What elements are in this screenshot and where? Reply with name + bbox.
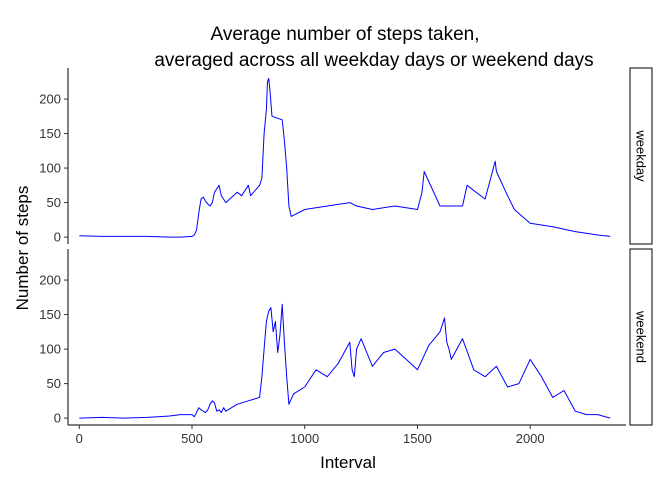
y-tick-label: 100	[39, 161, 61, 176]
strip-box-weekday	[629, 67, 653, 245]
x-tick-label: 1000	[290, 431, 319, 446]
panel-weekend: 0 50 100 150 200 weekend	[39, 248, 653, 426]
y-tick-label: 0	[54, 411, 61, 426]
y-tick-label: 150	[39, 307, 61, 322]
strip-label-weekday: weekday	[634, 129, 649, 182]
x-axis: 0 500 1000 1500 2000	[68, 424, 626, 446]
y-tick-label: 50	[47, 376, 61, 391]
y-tick-label: 100	[39, 342, 61, 357]
chart-title-line-1: Average number of steps taken,	[211, 24, 480, 45]
y-tick-label: 200	[39, 273, 61, 288]
y-tick-label: 50	[47, 195, 61, 210]
strip-label-weekend: weekend	[634, 310, 649, 363]
series-line-weekend	[79, 303, 611, 419]
x-axis-title: Interval	[320, 453, 376, 472]
series-line-weekday	[79, 77, 611, 238]
y-axis-title: Number of steps	[13, 186, 32, 311]
strip-box-weekend	[629, 248, 653, 426]
x-tick-label: 500	[181, 431, 203, 446]
x-tick-label: 2000	[516, 431, 545, 446]
panels: 0 50 100 150 200 weekday 0 50 100 150 200 weekend	[39, 67, 653, 426]
panel-weekday: 0 50 100 150 200 weekday	[39, 67, 653, 245]
x-tick-label: 1500	[403, 431, 432, 446]
y-tick-label: 150	[39, 126, 61, 141]
y-tick-label: 200	[39, 92, 61, 107]
x-tick-label: 0	[76, 431, 83, 446]
y-tick-label: 0	[54, 230, 61, 245]
chart-title-line-2: averaged across all weekday days or week…	[154, 50, 593, 71]
